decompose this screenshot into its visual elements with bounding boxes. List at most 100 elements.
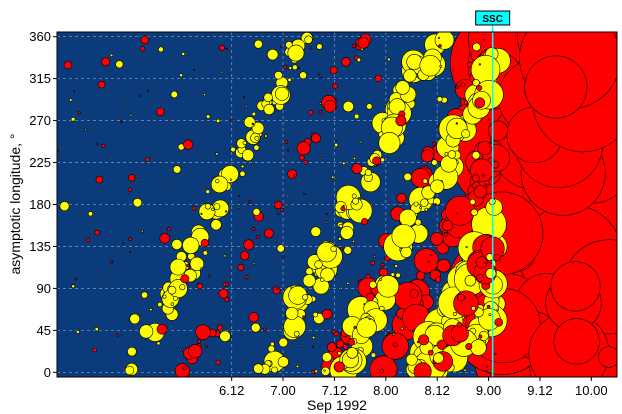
- data-point: [182, 236, 200, 254]
- data-point: [485, 365, 489, 368]
- data-point: [357, 37, 370, 49]
- data-point: [286, 149, 289, 152]
- data-point: [337, 351, 342, 356]
- data-point: [159, 233, 170, 244]
- data-point: [149, 308, 153, 312]
- data-point: [335, 106, 338, 109]
- data-point: [303, 192, 306, 196]
- data-point: [317, 73, 320, 76]
- data-point: [274, 239, 277, 242]
- data-points: [57, 32, 511, 377]
- data-point: [352, 239, 355, 243]
- data-point: [304, 35, 313, 44]
- data-point: [203, 93, 206, 97]
- data-point: [325, 212, 328, 216]
- data-point: [431, 159, 438, 166]
- data-point: [279, 45, 282, 49]
- data-point: [334, 142, 339, 148]
- data-point: [340, 225, 354, 240]
- data-point: [438, 44, 442, 48]
- data-point: [210, 219, 222, 231]
- data-point: [141, 291, 149, 299]
- data-point: [485, 268, 497, 279]
- data-point: [253, 363, 264, 374]
- data-point: [413, 362, 432, 377]
- data-point: [324, 221, 328, 224]
- data-point: [311, 335, 316, 340]
- data-point: [413, 248, 439, 274]
- data-point: [210, 175, 229, 194]
- data-point: [182, 365, 187, 371]
- data-point: [280, 208, 284, 212]
- data-point: [478, 334, 483, 339]
- data-point: [189, 256, 205, 271]
- data-point: [436, 258, 451, 273]
- data-point: [204, 345, 208, 348]
- data-point: [244, 275, 249, 280]
- data-point: [482, 174, 485, 177]
- data-point: [248, 312, 259, 323]
- data-point: [352, 156, 357, 160]
- data-point: [284, 139, 288, 144]
- data-point: [369, 355, 398, 377]
- data-point: [219, 330, 231, 342]
- y-tick-label: 180: [29, 197, 51, 212]
- data-point: [339, 247, 343, 251]
- data-point: [436, 96, 443, 103]
- data-point: [274, 70, 283, 80]
- data-point: [84, 128, 87, 131]
- data-point: [156, 341, 161, 346]
- data-point: [200, 267, 203, 270]
- data-point: [311, 345, 315, 349]
- data-point: [87, 211, 94, 217]
- data-point: [208, 274, 211, 277]
- x-tick-label: 6.12: [219, 383, 244, 398]
- data-point: [351, 193, 357, 199]
- y-tick-label: 90: [37, 281, 51, 296]
- data-point: [465, 245, 468, 249]
- data-point: [282, 254, 285, 258]
- y-axis: 0 45 90 135 180 225 270 315 360: [29, 29, 57, 380]
- data-point: [343, 246, 353, 255]
- data-point: [321, 366, 331, 376]
- data-point: [392, 342, 398, 348]
- data-point: [302, 315, 306, 319]
- data-point: [333, 331, 339, 337]
- data-point: [127, 346, 137, 357]
- data-point: [487, 369, 491, 373]
- data-point: [463, 368, 467, 372]
- data-point: [287, 44, 305, 62]
- data-point: [352, 197, 360, 205]
- data-point: [395, 80, 410, 95]
- data-point: [418, 334, 430, 346]
- data-point: [85, 238, 91, 243]
- data-point: [137, 178, 141, 181]
- data-point: [364, 168, 372, 177]
- data-point: [248, 200, 252, 204]
- data-point: [205, 189, 210, 194]
- storm-point: [550, 261, 601, 312]
- data-point: [363, 303, 366, 306]
- data-point: [477, 140, 492, 156]
- data-point: [288, 66, 292, 70]
- data-point: [321, 308, 333, 320]
- data-point: [464, 274, 477, 287]
- data-point: [252, 262, 256, 265]
- data-point: [96, 143, 99, 146]
- data-point: [167, 285, 177, 295]
- data-point: [92, 347, 97, 353]
- data-point: [378, 132, 401, 154]
- data-point: [496, 308, 499, 311]
- data-point: [376, 275, 400, 298]
- data-point: [416, 340, 420, 344]
- x-tick-label: 7.00: [270, 383, 295, 398]
- data-point: [354, 113, 360, 120]
- y-tick-label: 360: [29, 29, 51, 44]
- data-point: [172, 165, 182, 174]
- data-point: [284, 353, 288, 357]
- x-tick-label: 9.00: [476, 383, 501, 398]
- data-point: [455, 122, 459, 125]
- data-point: [204, 203, 212, 210]
- data-point: [240, 251, 250, 261]
- data-point: [218, 288, 229, 299]
